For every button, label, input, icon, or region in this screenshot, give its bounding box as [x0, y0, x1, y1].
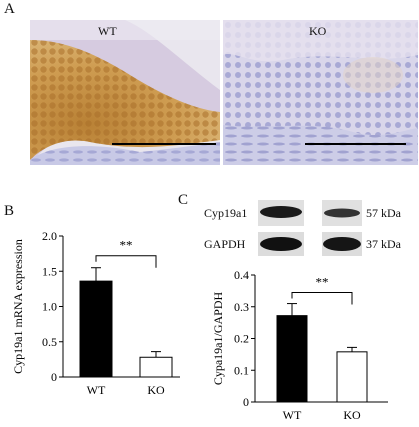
wt-label: WT	[98, 24, 117, 38]
blot-bands	[258, 200, 362, 256]
protein-y-tick-label: 0	[243, 395, 249, 409]
mrna-y-tick-label: 1.5	[42, 264, 57, 278]
protein-y-tick-label: 0.1	[234, 363, 249, 377]
ko-micrograph: KO	[223, 20, 418, 165]
blot-row-label-cyp19a1: Cyp19a1	[204, 206, 248, 220]
blot-row-label-gapdh: GAPDH	[204, 237, 246, 251]
mrna-bar-ko	[139, 356, 173, 378]
protein-bar-ko	[336, 351, 368, 403]
mrna-bar-wt	[79, 280, 113, 378]
protein-chart: 0 0.1 0.2 0.3 0.4 Cypa19a1/GAPDH WT KO **	[210, 258, 419, 422]
protein-y-tick-label: 0.2	[234, 332, 249, 346]
mrna-chart: 0 0.5 1.0 1.5 2.0 Cyp19a1 mRNA expression WT KO…	[0, 222, 190, 422]
mrna-y-tick-label: 2.0	[42, 229, 57, 243]
mrna-y-axis-label: Cyp19a1 mRNA expression	[11, 239, 25, 374]
mrna-y-tick-label: 0	[51, 370, 57, 384]
protein-significance-label: **	[316, 274, 329, 289]
panel-c-letter: C	[178, 192, 189, 208]
mrna-x-tick-label-ko: KO	[147, 383, 165, 397]
blot-size-37: 37 kDa	[366, 237, 401, 251]
western-blot: Cyp19a1 GAPDH 57 kDa 37 kDa	[204, 198, 419, 260]
panel-b-letter: B	[4, 203, 15, 219]
protein-y-axis-label: Cypa19a1/GAPDH	[211, 292, 225, 386]
mrna-significance-bracket	[95, 255, 157, 268]
ko-label: KO	[309, 24, 327, 38]
mrna-significance-label: **	[120, 238, 133, 253]
protein-x-tick-label-ko: KO	[343, 408, 361, 422]
mrna-x-tick-label-wt: WT	[87, 383, 106, 397]
protein-y-tick-label: 0.3	[234, 300, 249, 314]
mrna-y-tick-label: 0.5	[42, 335, 57, 349]
wt-micrograph: WT	[30, 20, 220, 165]
protein-x-tick-label-wt: WT	[283, 408, 302, 422]
protein-bar-wt	[276, 315, 308, 403]
panel-a-letter: A	[4, 1, 15, 17]
protein-y-tick-label: 0.4	[234, 268, 249, 282]
mrna-y-tick-label: 1.0	[42, 300, 57, 314]
blot-size-57: 57 kDa	[366, 206, 401, 220]
protein-significance-bracket	[291, 291, 353, 305]
